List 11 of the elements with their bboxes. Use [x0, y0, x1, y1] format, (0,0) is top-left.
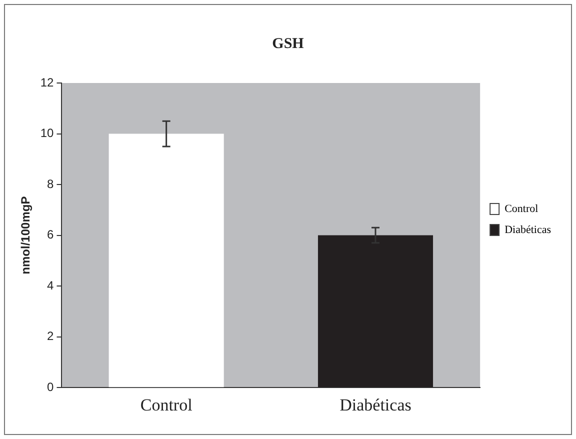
legend-label: Diabéticas	[504, 224, 552, 236]
legend-label: Control	[504, 202, 538, 215]
y-tick-label: 6	[47, 228, 54, 242]
y-tick-label: 8	[47, 176, 54, 191]
y-tick-label: 12	[40, 75, 54, 90]
y-axis-title: nmol/100mgP	[18, 196, 33, 274]
y-tick-label: 4	[47, 278, 54, 292]
y-tick-label: 10	[40, 126, 54, 140]
y-tick-label: 0	[47, 380, 54, 394]
chart-title: GSH	[272, 36, 304, 52]
y-tick-label: 2	[47, 329, 54, 344]
